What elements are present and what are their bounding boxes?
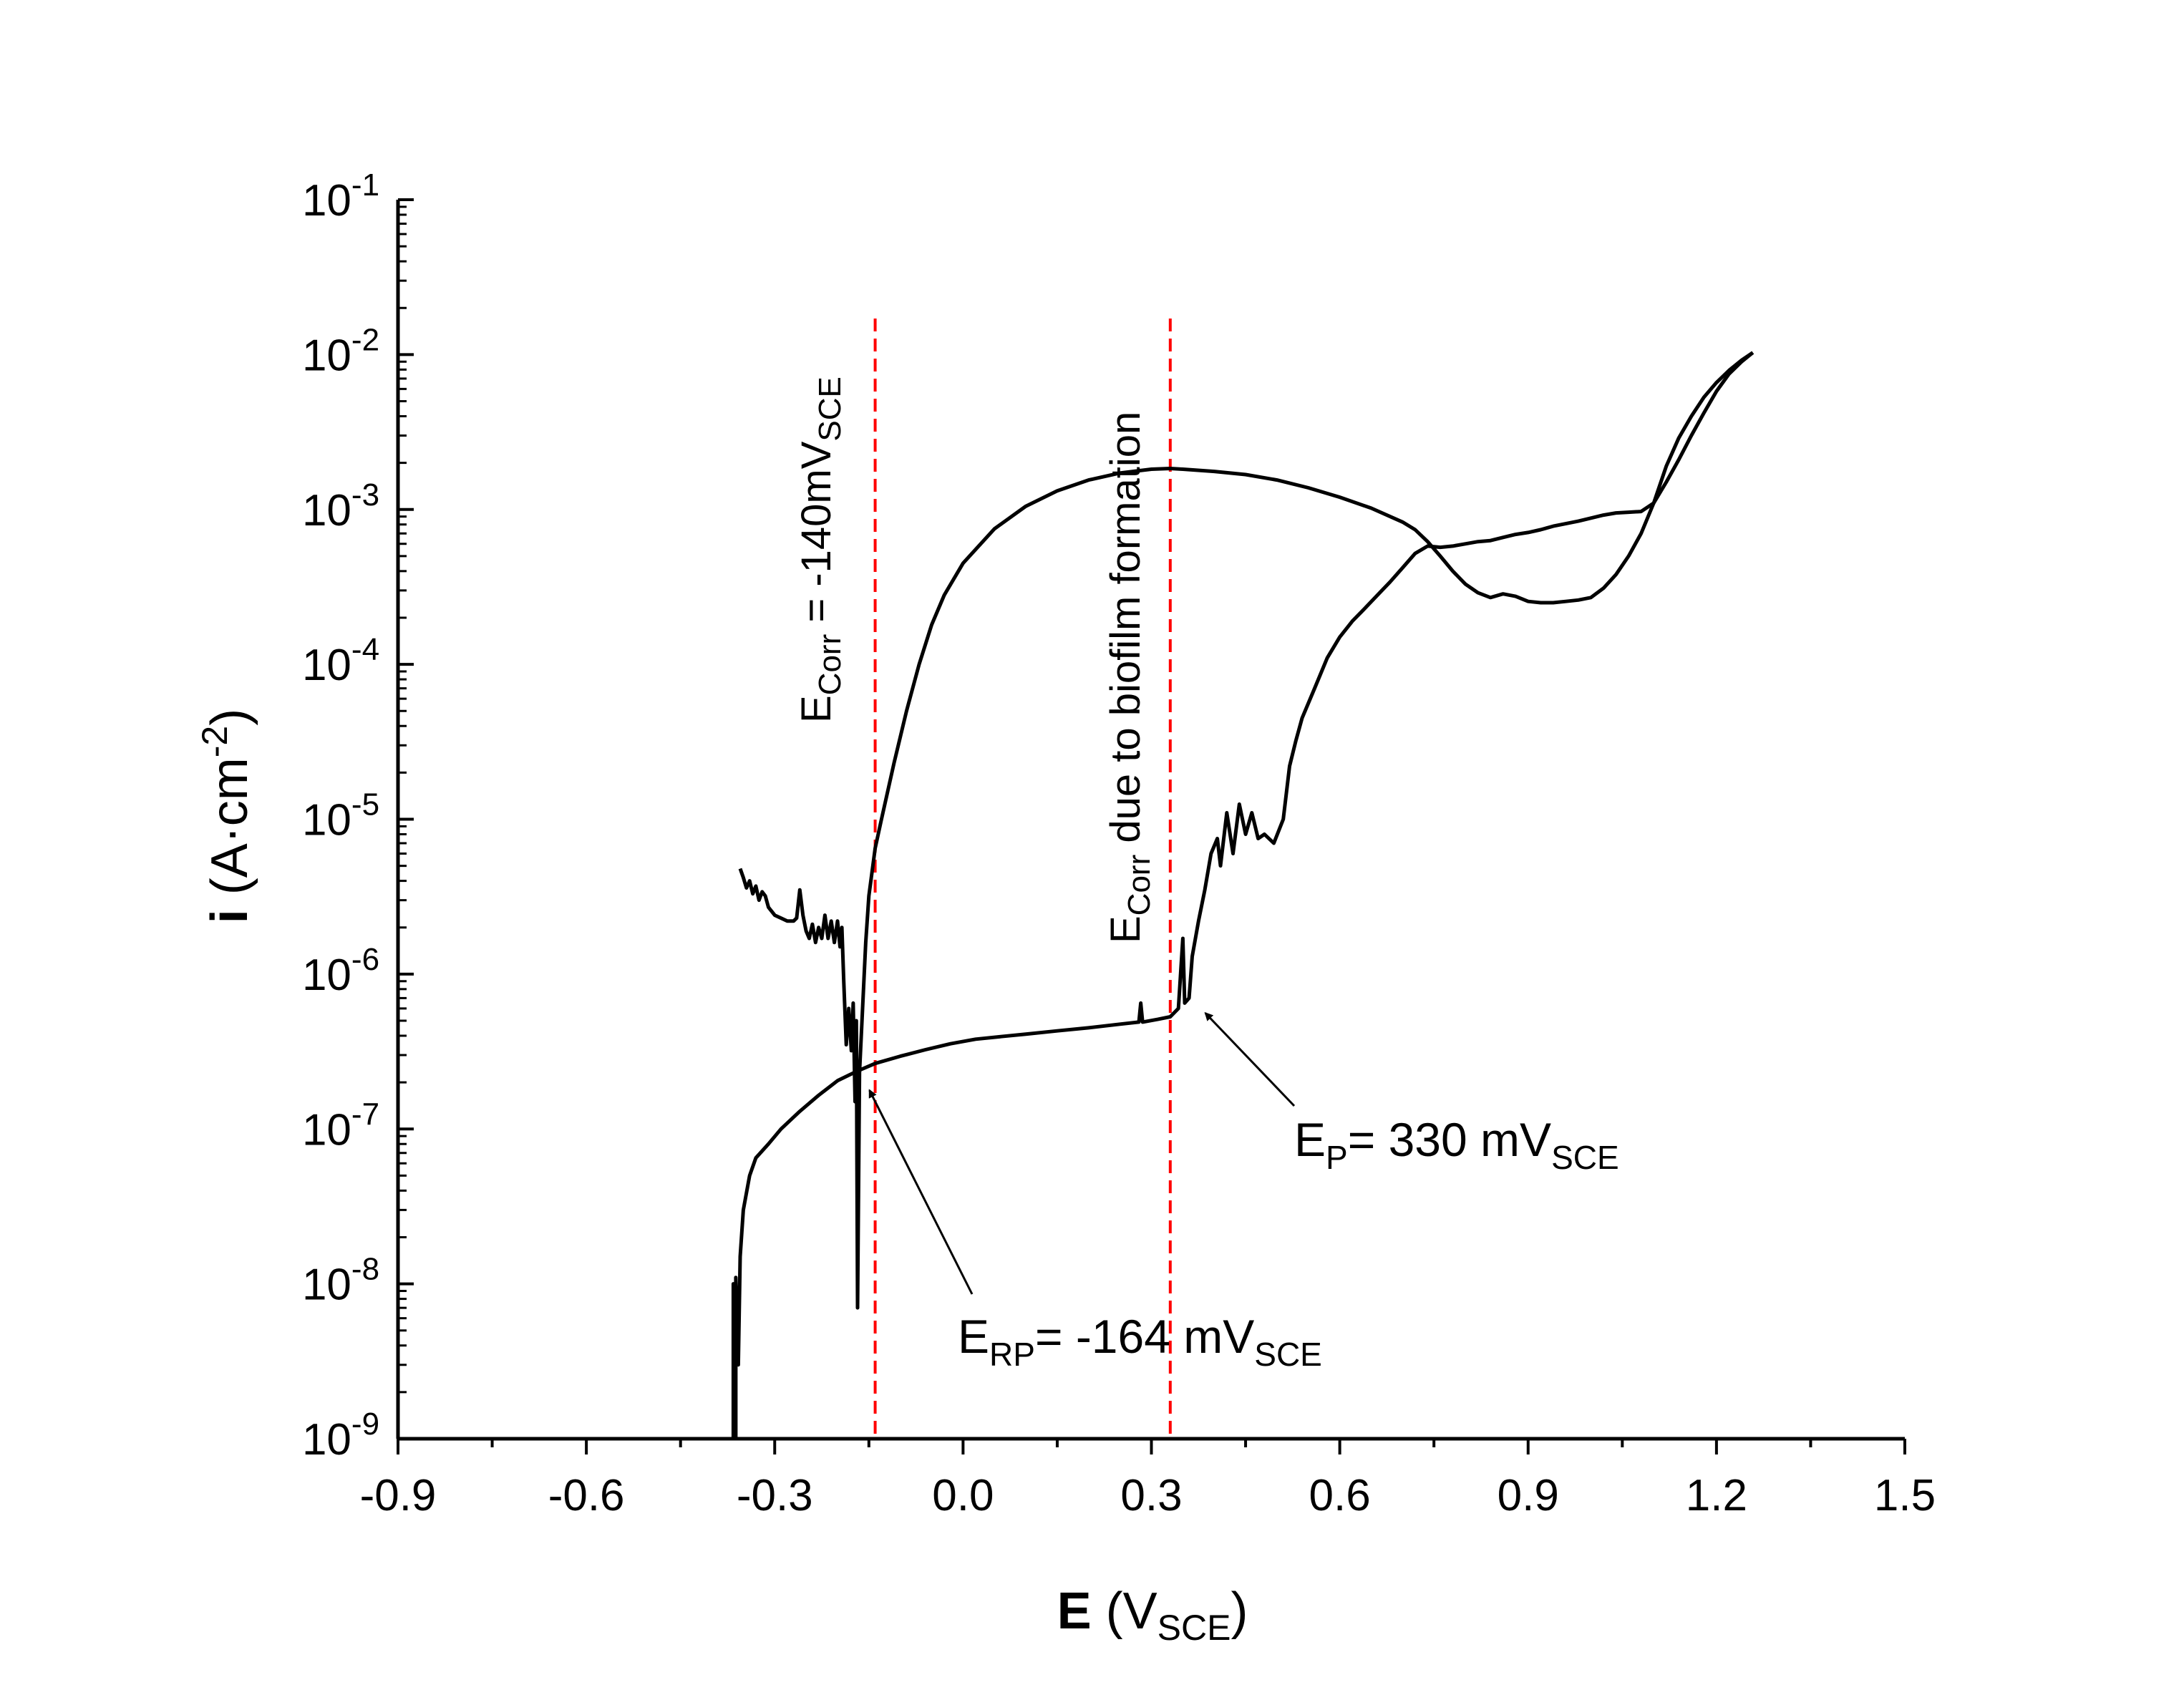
series-line-forward [731,351,1755,1441]
y-ticks: 10-1 10-2 10-3 10-4 10-5 10-6 10-7 10-8 10-9 [302,167,414,1465]
x-tick-label: -0.3 [737,1471,813,1520]
x-tick-label: 0.9 [1498,1471,1559,1520]
annotation-ep-main: E [1294,1113,1326,1166]
x-axis-title: E (VSCE) [1057,1583,1248,1648]
annotation-ep-rest: = 330 mV [1348,1113,1551,1166]
x-tick-label: 0.0 [932,1471,994,1520]
x-axis-title-sub: SCE [1157,1608,1231,1648]
annotation-erp-sub2: SCE [1254,1336,1322,1373]
annotation-ecorr-biofilm: ECorr due to biofilm formation [1102,412,1157,943]
x-tick-label: -0.6 [548,1471,625,1520]
y-axis-title-close: ) [201,709,258,726]
data-curves [731,351,1755,1441]
annotation-erp: ERP= -164 mVSCE [958,1310,1322,1373]
y-tick-label: 10-8 [302,1252,379,1310]
y-tick-label: 10-4 [302,632,379,690]
y-tick-label: 10-7 [302,1097,379,1155]
annotation-ecorr-biofilm-sub: Corr [1122,855,1157,916]
y-tick-label: 10-5 [302,787,379,845]
annotation-ecorr-140-sub2: SCE [812,377,848,441]
y-axis-title-sup: -2 [195,726,235,757]
axes [396,200,1905,1441]
y-tick-label: 10-6 [302,942,379,1000]
x-tick-label: -0.9 [360,1471,437,1520]
y-tick-label: 10-9 [302,1407,379,1465]
annotation-erp-arrow [868,1089,974,1295]
x-ticks: -0.9 -0.6 -0.3 0.0 0.3 0.6 0.9 1.2 1.5 [360,1439,1936,1520]
annotation-erp-rest: = -164 mV [1035,1310,1254,1363]
y-tick-label: 10-2 [302,322,379,380]
x-axis-title-open: (V [1092,1583,1157,1640]
x-axis-title-main: E [1057,1583,1092,1640]
annotation-ep-sub2: SCE [1551,1139,1619,1176]
annotation-ecorr-140-sub: Corr [812,634,848,696]
annotation-erp-main: E [958,1310,989,1363]
x-tick-label: 0.3 [1120,1471,1182,1520]
reference-lines [873,319,1172,1439]
annotation-ep-sub: P [1326,1139,1348,1176]
y-axis-title: i (A·cm-2) [195,709,258,923]
y-axis-title-open: (A·cm [201,757,258,909]
x-tick-label: 1.2 [1686,1471,1747,1520]
x-axis-title-close: ) [1231,1583,1248,1640]
annotation-erp-sub: RP [989,1336,1035,1373]
annotation-ep-arrow [1204,1011,1296,1107]
annotation-ecorr-140-rest: = -140mV [793,441,840,633]
series-line-reverse [738,351,1755,1310]
y-axis-title-main: i [201,909,258,923]
annotation-ecorr-biofilm-rest: due to biofilm formation [1102,412,1149,855]
annotation-ecorr-140: ECorr = -140mVSCE [793,377,848,723]
annotation-ecorr-140-main: E [793,695,840,723]
x-tick-label: 1.5 [1874,1471,1936,1520]
y-tick-label: 10-3 [302,477,379,535]
x-tick-label: 0.6 [1309,1471,1371,1520]
annotation-ep: EP= 330 mVSCE [1294,1113,1619,1176]
y-tick-label: 10-1 [302,167,379,225]
annotation-ecorr-biofilm-main: E [1102,915,1149,943]
